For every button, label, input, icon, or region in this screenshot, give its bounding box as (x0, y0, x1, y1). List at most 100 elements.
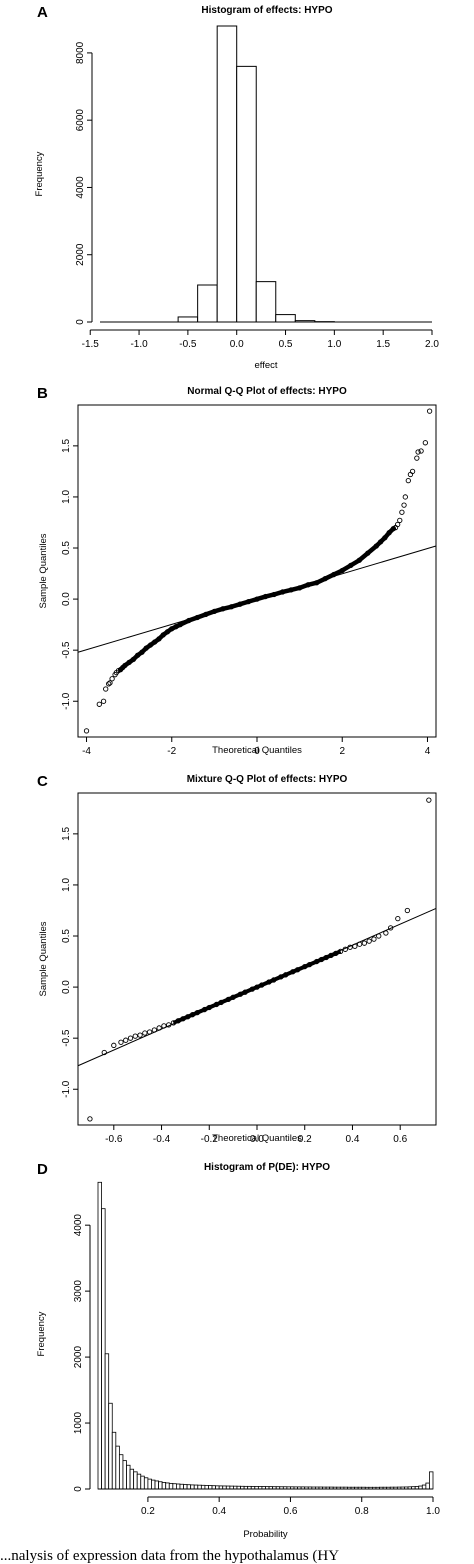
histogram-bar (101, 1208, 106, 1490)
histogram-bar (177, 316, 199, 323)
data-point (161, 1023, 167, 1029)
x-tick-label: 0.4 (212, 1506, 226, 1517)
histogram-bar (129, 1468, 135, 1490)
histogram-bar (193, 1484, 199, 1490)
y-tick-label: 1.5 (61, 438, 72, 452)
x-axis-label: effect (254, 360, 277, 371)
x-tick-label: -4 (82, 746, 91, 757)
plot-frame (77, 404, 437, 738)
data-point (156, 1025, 162, 1031)
y-tick-label: 0.5 (61, 541, 72, 555)
data-point (397, 517, 403, 524)
histogram-bar (133, 1471, 138, 1490)
y-tick-label: 0 (73, 1486, 84, 1492)
data-point (103, 686, 109, 692)
histogram-bar (204, 1485, 209, 1490)
data-point (127, 1035, 134, 1041)
data-point (83, 728, 90, 734)
data-point (137, 1032, 143, 1038)
dense-points-curve (172, 949, 342, 1025)
y-tick-label: 1.0 (61, 878, 72, 892)
data-point (415, 449, 421, 455)
histogram-bar (172, 1483, 177, 1490)
data-point (388, 925, 394, 931)
x-tick-label: 0.0 (250, 1134, 264, 1145)
data-point (426, 408, 433, 414)
histogram-bar (165, 1482, 170, 1490)
histogram-bar (197, 1484, 202, 1490)
histogram-bar (197, 284, 218, 323)
data-point (361, 940, 368, 946)
histogram-bar (97, 1181, 102, 1490)
data-point (399, 509, 405, 515)
x-tick-label: -0.4 (153, 1134, 171, 1145)
data-point (402, 494, 408, 500)
y-tick-label: 4000 (73, 1214, 84, 1237)
y-tick-label: 6000 (75, 109, 86, 132)
x-tick-label: 0.2 (141, 1506, 155, 1517)
histogram-pde-chart: 0.2 0.4 0.6 0.8 1.0 0 1000 2000 3000 4000 Probabil… (36, 1181, 440, 1540)
histogram-bar (208, 1485, 213, 1490)
panel-letter: D (37, 1161, 48, 1178)
y-tick-label: -0.5 (61, 641, 72, 659)
histogram-bar (111, 1431, 117, 1490)
y-tick-label: 1000 (73, 1411, 84, 1434)
x-axis-label: Theoretical Quantiles (212, 745, 302, 756)
x-axis-label: Theoretical Quantiles (212, 1133, 302, 1144)
histogram-bar (104, 1353, 110, 1490)
data-point (107, 680, 113, 686)
data-point (118, 1039, 124, 1045)
histogram-bar (140, 1475, 145, 1490)
histogram-bar (154, 1480, 159, 1490)
chart-title: Histogram of P(DE): HYPO (203, 1162, 331, 1173)
histogram-bar (108, 1402, 113, 1490)
panel-d: D Histogram of P(DE): HYPO 0.2 0.4 0.6 0.8 1… (0, 1161, 474, 1546)
y-axis-label: Frequency (36, 1311, 47, 1356)
histogram-bar (176, 1483, 181, 1490)
data-point (123, 1037, 129, 1043)
histogram-bar (115, 1445, 120, 1490)
dense-points-curve (117, 525, 397, 673)
y-tick-label: 3000 (73, 1280, 84, 1303)
x-tick-label: 0.0 (230, 339, 244, 350)
histogram-bar (143, 1477, 149, 1490)
data-point (342, 946, 348, 952)
x-tick-label: 1.0 (426, 1506, 440, 1517)
x-tick-label: 0 (254, 746, 260, 757)
data-point (404, 907, 411, 914)
x-tick-label: -0.2 (201, 1134, 219, 1145)
y-tick-label: 2000 (73, 1346, 84, 1369)
data-point (376, 933, 382, 939)
histogram-bar (161, 1482, 167, 1490)
histogram-bar (158, 1481, 163, 1490)
panel-letter: B (37, 385, 48, 402)
x-tick-label: 2.0 (425, 339, 439, 350)
y-axis-label: Frequency (34, 151, 45, 196)
histogram-bar (216, 25, 238, 323)
histogram-bar (136, 1473, 142, 1490)
histogram-bar (425, 1482, 430, 1490)
data-point (395, 915, 401, 922)
data-point (366, 938, 372, 944)
data-point (96, 701, 102, 707)
histogram-bar (122, 1460, 127, 1490)
histogram-bar (186, 1484, 192, 1490)
data-point (101, 1049, 107, 1056)
x-tick-label: 0.4 (346, 1134, 360, 1145)
plot-frame (77, 792, 437, 1126)
histogram-bar (179, 1483, 184, 1490)
data-point (418, 448, 424, 454)
x-tick-label: 0.8 (355, 1506, 369, 1517)
mixture-qq-chart: -0.6 -0.4 -0.2 0.0 0.2 0.4 0.6 -1.0 -0.5 0.0 0.5 1.… (38, 792, 437, 1145)
x-tick-label: 0.6 (393, 1134, 407, 1145)
data-point (347, 944, 353, 950)
histogram-bar (190, 1484, 195, 1490)
data-point (371, 936, 377, 942)
histogram-bar (183, 1484, 188, 1490)
y-axis-label: Sample Quantiles (38, 533, 49, 608)
data-point (106, 681, 112, 687)
x-axis-label: Probability (243, 1529, 288, 1540)
y-tick-label: 1.0 (61, 490, 72, 504)
data-point (132, 1033, 138, 1039)
y-tick-label: 0.0 (61, 592, 72, 606)
